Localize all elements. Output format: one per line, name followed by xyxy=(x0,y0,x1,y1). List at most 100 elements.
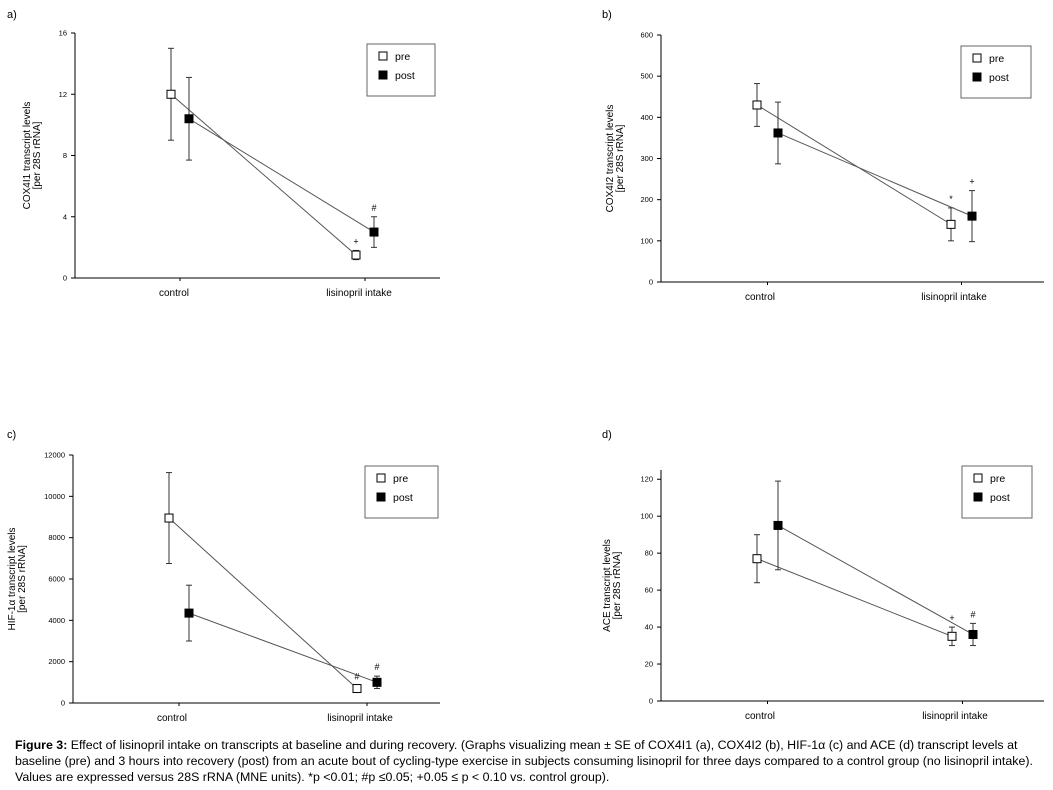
x-tick-label: control xyxy=(159,288,189,299)
panel-label: a) xyxy=(7,9,17,21)
y-tick-label: 4 xyxy=(63,212,67,221)
figure-caption: Figure 3: Effect of lisinopril intake on… xyxy=(15,737,1045,785)
data-point-post xyxy=(773,520,783,530)
y-tick-label: 8 xyxy=(63,151,67,160)
data-point-post xyxy=(967,211,977,221)
y-axis-label: [per 28S rRNA] xyxy=(615,124,626,192)
legend-label-post: post xyxy=(989,72,1009,84)
y-tick-label: 0 xyxy=(63,274,67,283)
x-tick-label: lisinopril intake xyxy=(326,288,392,299)
significance-marker: + xyxy=(353,236,358,246)
y-tick-label: 200 xyxy=(640,195,653,204)
data-point-pre xyxy=(946,219,956,229)
x-tick-label: lisinopril intake xyxy=(921,292,987,303)
y-tick-label: 300 xyxy=(640,154,653,163)
significance-marker: # xyxy=(371,203,376,213)
y-tick-label: 20 xyxy=(645,660,653,669)
data-point-pre xyxy=(351,250,361,260)
legend-marker-post xyxy=(378,70,388,80)
panel-label: b) xyxy=(602,9,612,21)
y-tick-label: 10000 xyxy=(44,492,65,501)
legend: pre post xyxy=(960,45,1032,99)
y-tick-label: 60 xyxy=(645,586,653,595)
legend-box xyxy=(366,43,436,97)
legend-label-post: post xyxy=(395,70,415,82)
y-tick-label: 400 xyxy=(640,113,653,122)
legend-marker-post xyxy=(972,72,982,82)
legend-marker-post xyxy=(973,492,983,502)
caption-label: Figure 3: xyxy=(15,738,68,752)
chart-panel-c: c) 0 2000 4000 6000 8000 10000 12000 control lisi… xyxy=(7,429,440,724)
data-point-post xyxy=(968,629,978,639)
y-tick-label: 100 xyxy=(640,236,653,245)
series-line-post xyxy=(188,612,378,683)
figure-3-panels: a) 0 4 8 12 16 control lisinopril intake COX4I1 … xyxy=(7,9,1044,724)
data-point-post xyxy=(372,677,382,687)
y-tick-label: 100 xyxy=(640,512,653,521)
panel-label: d) xyxy=(602,429,612,441)
x-tick-label: control xyxy=(157,713,187,724)
y-axis-label: ACE transcript levels xyxy=(602,539,613,632)
legend-marker-pre xyxy=(376,473,386,483)
data-point-post xyxy=(773,128,783,138)
series-line-post xyxy=(188,118,375,233)
panel-label: c) xyxy=(7,429,16,441)
legend: pre post xyxy=(364,465,439,519)
y-axis-label: [per 28S rRNA] xyxy=(17,545,28,613)
y-tick-label: 6000 xyxy=(48,575,65,584)
chart-panel-d: d) 0 20 40 60 80 100 120 control lisinopril intak… xyxy=(602,429,1044,722)
y-tick-label: 2000 xyxy=(48,657,65,666)
legend: pre post xyxy=(366,43,436,97)
legend-label-pre: pre xyxy=(989,53,1004,65)
legend: pre post xyxy=(961,465,1033,519)
y-axis-label: COX4I2 transcript levels xyxy=(605,105,616,213)
significance-marker: + xyxy=(949,613,954,623)
data-point-post xyxy=(369,227,379,237)
significance-marker: # xyxy=(354,671,359,681)
x-tick-label: control xyxy=(745,711,775,722)
y-axis-label: [per 28S rRNA] xyxy=(612,551,623,619)
data-point-post xyxy=(184,114,194,124)
data-point-pre xyxy=(164,513,174,523)
y-tick-label: 80 xyxy=(645,549,653,558)
y-tick-label: 40 xyxy=(645,623,653,632)
y-tick-label: 500 xyxy=(640,72,653,81)
legend-marker-pre xyxy=(972,53,982,63)
data-point-pre xyxy=(752,100,762,110)
legend-marker-post xyxy=(376,492,386,502)
y-tick-label: 16 xyxy=(59,29,67,38)
chart-panel-b: b) 0 100 200 300 400 500 600 control lisinopril i… xyxy=(602,9,1044,303)
significance-marker: # xyxy=(374,662,379,672)
y-axis-label: COX4I1 transcript levels xyxy=(22,102,33,210)
y-tick-label: 12000 xyxy=(44,451,65,460)
x-tick-label: lisinopril intake xyxy=(922,711,988,722)
y-axis-label: HIF-1α transcript levels xyxy=(7,527,18,630)
y-tick-label: 120 xyxy=(640,475,653,484)
caption-text: Effect of lisinopril intake on transcrip… xyxy=(15,738,1033,784)
legend-marker-pre xyxy=(378,51,388,61)
series-line-post xyxy=(777,132,973,217)
data-point-pre xyxy=(947,631,957,641)
legend-label-pre: pre xyxy=(990,473,1005,485)
legend-marker-pre xyxy=(973,473,983,483)
x-tick-label: control xyxy=(745,292,775,303)
series-line-pre xyxy=(756,558,953,637)
series-line-pre xyxy=(756,104,952,225)
series-line-pre xyxy=(168,517,358,689)
chart-panel-a: a) 0 4 8 12 16 control lisinopril intake COX4I1 … xyxy=(7,9,440,299)
legend-label-post: post xyxy=(393,492,413,504)
y-tick-label: 0 xyxy=(649,697,653,706)
y-tick-label: 4000 xyxy=(48,616,65,625)
data-point-post xyxy=(184,608,194,618)
legend-label-pre: pre xyxy=(393,473,408,485)
legend-label-pre: pre xyxy=(395,51,410,63)
y-tick-label: 0 xyxy=(649,278,653,287)
y-tick-label: 12 xyxy=(59,90,67,99)
data-point-pre xyxy=(752,554,762,564)
series-line-pre xyxy=(170,93,357,256)
y-axis-label: [per 28S rRNA] xyxy=(32,121,43,189)
significance-marker: + xyxy=(969,177,974,187)
series-line-post xyxy=(777,525,974,635)
y-tick-label: 600 xyxy=(640,31,653,40)
data-point-pre xyxy=(352,684,362,694)
